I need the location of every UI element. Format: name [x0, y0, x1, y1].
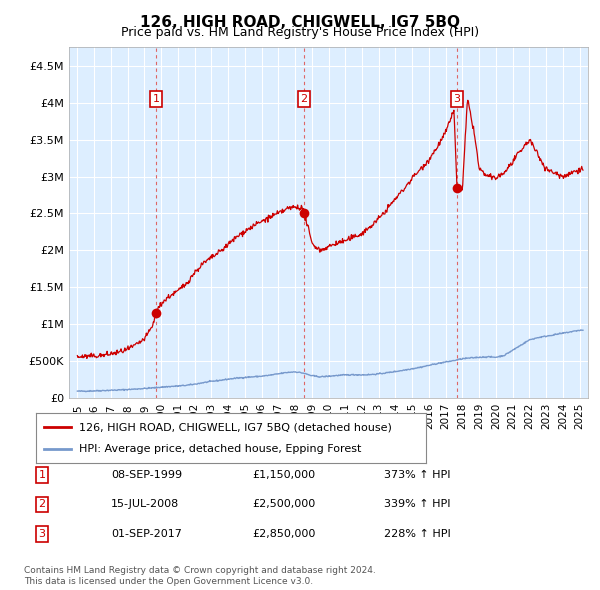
Text: 339% ↑ HPI: 339% ↑ HPI	[384, 500, 451, 509]
Text: 3: 3	[454, 94, 460, 104]
Text: 01-SEP-2017: 01-SEP-2017	[111, 529, 182, 539]
Text: This data is licensed under the Open Government Licence v3.0.: This data is licensed under the Open Gov…	[24, 577, 313, 586]
Text: £2,500,000: £2,500,000	[252, 500, 315, 509]
Text: Price paid vs. HM Land Registry's House Price Index (HPI): Price paid vs. HM Land Registry's House …	[121, 26, 479, 39]
Text: 15-JUL-2008: 15-JUL-2008	[111, 500, 179, 509]
Text: 08-SEP-1999: 08-SEP-1999	[111, 470, 182, 480]
Text: 126, HIGH ROAD, CHIGWELL, IG7 5BQ (detached house): 126, HIGH ROAD, CHIGWELL, IG7 5BQ (detac…	[79, 422, 392, 432]
Text: 126, HIGH ROAD, CHIGWELL, IG7 5BQ: 126, HIGH ROAD, CHIGWELL, IG7 5BQ	[140, 15, 460, 30]
Text: 2: 2	[38, 500, 46, 509]
Text: 1: 1	[152, 94, 160, 104]
Text: 3: 3	[38, 529, 46, 539]
Text: HPI: Average price, detached house, Epping Forest: HPI: Average price, detached house, Eppi…	[79, 444, 361, 454]
Text: £2,850,000: £2,850,000	[252, 529, 316, 539]
Text: 2: 2	[301, 94, 308, 104]
Text: 373% ↑ HPI: 373% ↑ HPI	[384, 470, 451, 480]
Text: £1,150,000: £1,150,000	[252, 470, 315, 480]
Text: Contains HM Land Registry data © Crown copyright and database right 2024.: Contains HM Land Registry data © Crown c…	[24, 566, 376, 575]
Text: 228% ↑ HPI: 228% ↑ HPI	[384, 529, 451, 539]
Text: 1: 1	[38, 470, 46, 480]
